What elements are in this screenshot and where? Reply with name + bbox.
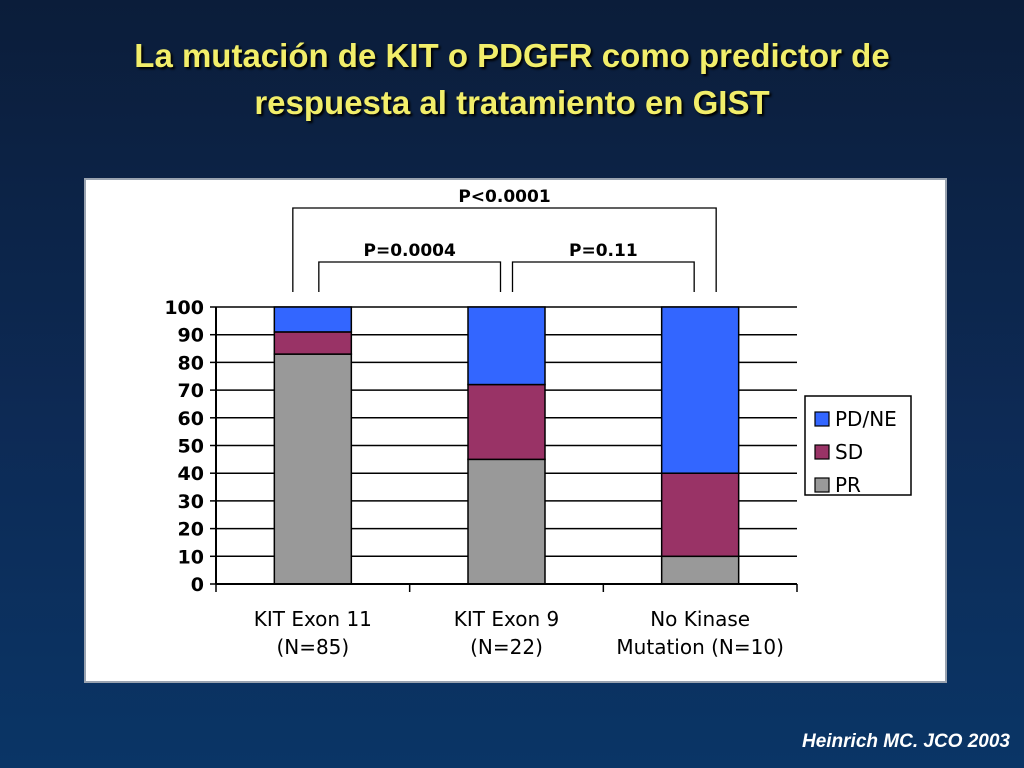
y-tick-label: 30: [178, 491, 204, 513]
p-value-label: P=0.0004: [364, 241, 456, 261]
y-tick-label: 40: [178, 463, 204, 485]
bar-segment-sd: [660, 472, 740, 558]
slide-title: La mutación de KIT o PDGFR como predicto…: [0, 32, 1024, 126]
x-category-label: (N=85): [276, 635, 349, 659]
significance-bracket: [318, 261, 502, 292]
p-value-label: P=0.11: [569, 241, 638, 261]
legend-swatch: [814, 477, 830, 493]
bar-segment-pd-ne: [467, 306, 546, 386]
bar-segment-sd: [273, 331, 353, 355]
y-tick-label: 70: [178, 380, 204, 402]
chart-panel: 0 10 20 30 40 50 60 70 80 90 100 KIT Exon 11 (N=85) K…: [84, 178, 947, 683]
y-tick-label: 90: [178, 325, 204, 347]
stacked-bar-chart: 0 10 20 30 40 50 60 70 80 90 100 KIT Exon 11 (N=85) K…: [164, 187, 912, 659]
legend-label: SD: [835, 440, 863, 464]
significance-bracket: [292, 207, 717, 292]
y-tick-label: 100: [164, 297, 204, 319]
bar-segment-pr: [660, 555, 740, 585]
slide-title-line-2: respuesta al tratamiento en GIST: [254, 84, 770, 121]
legend-swatch: [814, 444, 830, 460]
y-tick-label: 50: [178, 436, 204, 458]
bar-segment-pd-ne: [660, 306, 740, 474]
x-category-label: KIT Exon 11: [254, 607, 372, 631]
bar-segment-pr: [467, 458, 546, 585]
y-tick-label: 10: [178, 546, 204, 568]
bar-segment-pr: [273, 353, 353, 585]
x-category-label: (N=22): [470, 635, 543, 659]
legend-label: PR: [835, 473, 861, 497]
p-value-label: P<0.0001: [458, 187, 550, 207]
significance-bracket: [511, 261, 695, 292]
y-tick-label: 80: [178, 352, 204, 374]
y-tick-label: 0: [191, 574, 204, 596]
bar-segment-pd-ne: [273, 306, 353, 333]
y-tick-label: 60: [178, 408, 204, 430]
legend-label: PD/NE: [835, 407, 897, 431]
x-category-label: Mutation (N=10): [616, 635, 783, 659]
x-category-label: No Kinase: [650, 607, 750, 631]
citation: Heinrich MC. JCO 2003: [801, 731, 1010, 752]
legend-swatch: [814, 411, 830, 427]
y-tick-label: 20: [178, 519, 204, 541]
slide-title-line-1: La mutación de KIT o PDGFR como predicto…: [134, 37, 890, 74]
bar-segment-sd: [467, 383, 546, 461]
x-category-label: KIT Exon 9: [454, 607, 559, 631]
